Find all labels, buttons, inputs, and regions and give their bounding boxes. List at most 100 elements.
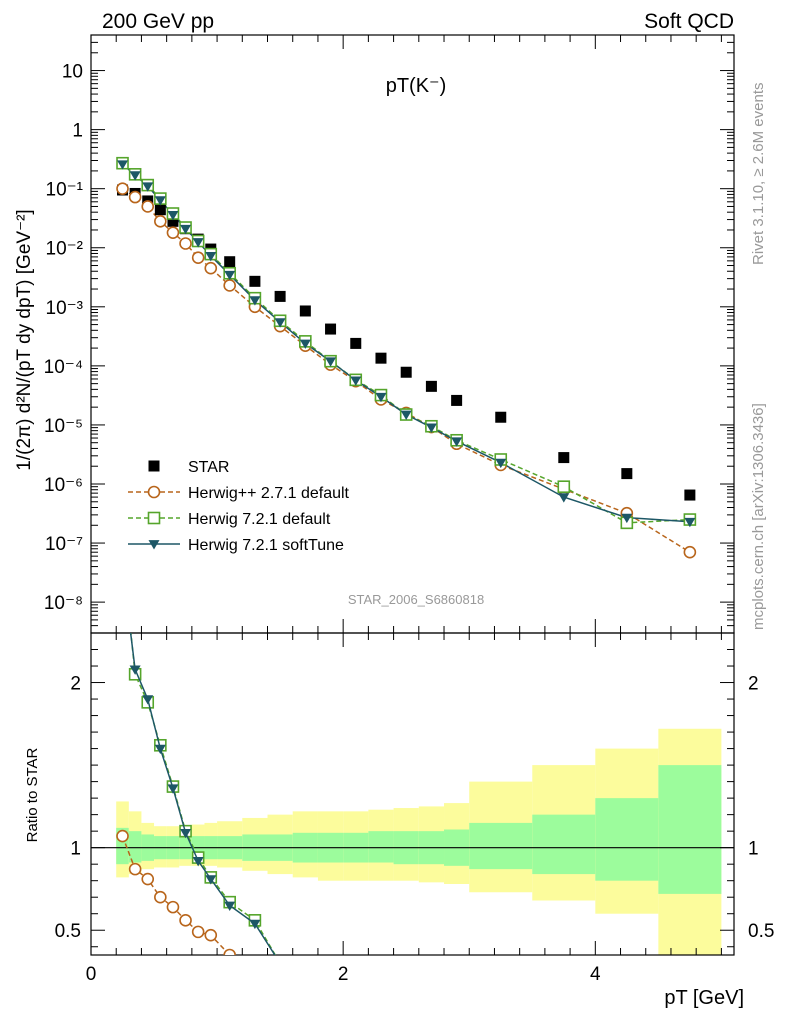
- legend-marker: [148, 540, 160, 550]
- ratio-point: [192, 857, 204, 867]
- data-point-mc: [191, 251, 205, 264]
- ratio-point: [204, 928, 218, 942]
- side-label-mcplots: mcplots.cern.ch [arXiv:1306.3436]: [750, 403, 767, 630]
- ratio-band-inner: [128, 831, 142, 863]
- ratio-band-inner: [595, 798, 659, 881]
- data-point-mc: [154, 196, 166, 206]
- x-tick-label: 2: [338, 964, 349, 985]
- ratio-point: [205, 875, 217, 885]
- series-line: [122, 163, 690, 523]
- data-point-mc: [375, 392, 387, 403]
- data-point-mc: [684, 517, 696, 528]
- data-point-star: [684, 489, 696, 501]
- data-point-star: [249, 275, 261, 287]
- data-point-star: [425, 380, 437, 392]
- ratio-point: [223, 948, 236, 955]
- y-tick-label-main: 10⁻⁷: [45, 534, 83, 555]
- data-point-mc: [224, 270, 236, 281]
- data-point-mc: [154, 215, 167, 228]
- y-tick-label-main: 10⁻⁶: [44, 475, 83, 496]
- y-tick-label-main: 10: [62, 62, 83, 83]
- ratio-series-line: [121, 835, 232, 955]
- legend-marker: [147, 511, 161, 525]
- data-point-mc: [204, 261, 218, 275]
- y-tick-label-main: 10⁻⁸: [44, 593, 83, 614]
- data-point-star: [224, 256, 236, 268]
- x-tick-label: 0: [86, 964, 97, 985]
- x-tick-label: 4: [590, 964, 601, 985]
- data-point-star: [400, 366, 412, 378]
- ratio-point: [224, 901, 236, 911]
- legend-marker: [147, 485, 161, 499]
- data-point-mc: [299, 339, 311, 349]
- data-point-mc: [179, 237, 192, 250]
- main-series-layer: [116, 156, 697, 559]
- plot-title: pT(K⁻): [386, 75, 447, 97]
- data-point-mc: [558, 493, 570, 503]
- y-tick-label-main: 10⁻⁵: [44, 416, 83, 437]
- legend-label: Herwig 7.2.1 default: [188, 511, 331, 528]
- data-point-star: [154, 204, 166, 216]
- ratio-band-inner: [469, 822, 533, 870]
- legend-label: Herwig 7.2.1 softTune: [188, 537, 344, 554]
- data-point-mc: [167, 211, 179, 221]
- x-axis-label: pT [GeV]: [664, 987, 744, 1009]
- ratio-point: [142, 695, 154, 705]
- ratio-point: [129, 665, 141, 675]
- data-point-mc: [350, 376, 362, 386]
- data-point-mc: [166, 226, 180, 239]
- data-point-mc: [325, 357, 337, 367]
- data-point-star: [558, 452, 570, 464]
- legend-label: STAR: [188, 459, 229, 476]
- y-tick-label-ratio: 0.5: [55, 921, 81, 942]
- axis-ticks: 0 2 4 10⁻⁸ 10⁻⁷ 10⁻⁶ 10⁻⁵ 10⁻⁴ 10⁻³ 10⁻² 10⁻¹ 1 10 0.…: [44, 34, 774, 985]
- y-tick-label-ratio-right: 2: [748, 674, 759, 695]
- data-point-star: [495, 411, 507, 423]
- ratio-point: [116, 829, 129, 843]
- ratio-point: [128, 862, 142, 876]
- y-tick-label-main: 10⁻⁴: [44, 357, 83, 378]
- data-point-mc: [180, 224, 192, 235]
- data-point-mc: [495, 458, 507, 469]
- data-point-star: [451, 394, 463, 406]
- ratio-series-layer: [116, 633, 277, 955]
- ratio-band-inner: [658, 765, 722, 894]
- y-tick-label-main: 10⁻³: [46, 298, 84, 319]
- y-tick-label-ratio: 2: [70, 674, 81, 695]
- data-point-star: [299, 305, 311, 317]
- data-point-mc: [274, 318, 286, 328]
- y-axis-label-ratio: Ratio to STAR: [24, 747, 41, 842]
- data-point-star: [167, 215, 179, 227]
- ratio-uncertainty-bands: [116, 728, 722, 955]
- data-point-mc: [205, 251, 217, 262]
- ratio-frame-border: [90, 632, 735, 956]
- ratio-series-clipped: [116, 633, 277, 955]
- data-point-mc: [129, 171, 141, 181]
- ratio-panel: [90, 632, 735, 956]
- legend-label: Herwig++ 2.7.1 default: [188, 485, 350, 502]
- data-point-mc: [142, 182, 154, 192]
- data-point-mc: [621, 513, 633, 524]
- ratio-point: [154, 890, 167, 904]
- data-point-mc: [451, 437, 463, 447]
- y-tick-label-ratio: 1: [70, 839, 81, 860]
- ratio-point: [179, 914, 192, 927]
- analysis-watermark: STAR_2006_S6860818: [348, 592, 484, 607]
- ratio-point: [154, 744, 166, 755]
- data-point-mc: [117, 160, 129, 170]
- side-label-rivet: Rivet 3.1.10, ≥ 2.6M events: [750, 83, 767, 266]
- data-point-star: [325, 323, 337, 335]
- ratio-point: [141, 872, 155, 886]
- data-point-mc: [223, 279, 236, 292]
- data-point-star: [274, 290, 286, 302]
- header-left: 200 GeV pp: [102, 10, 214, 33]
- data-point-mc: [683, 545, 697, 559]
- data-point-mc: [192, 238, 204, 248]
- ratio-point: [180, 828, 192, 839]
- y-tick-label-ratio-right: 1: [748, 839, 759, 860]
- y-tick-label-main: 10⁻¹: [46, 180, 84, 201]
- data-point-mc: [557, 480, 571, 493]
- ratio-point: [249, 919, 261, 930]
- data-point-mc: [400, 410, 412, 421]
